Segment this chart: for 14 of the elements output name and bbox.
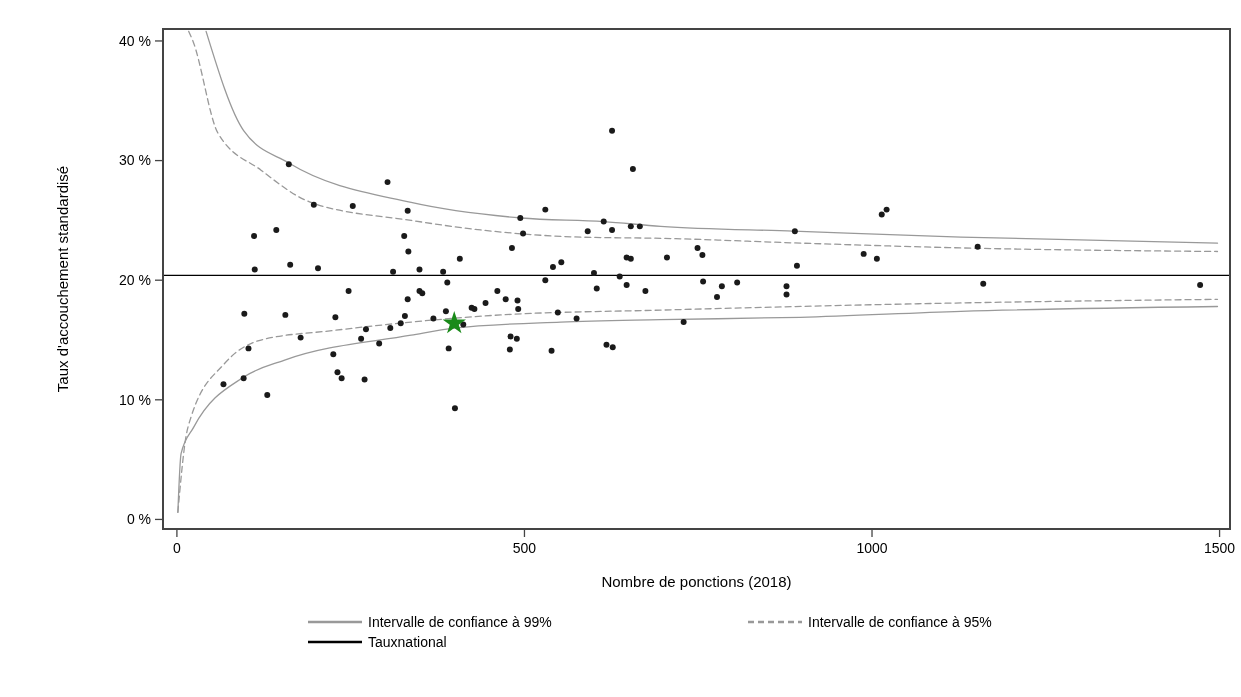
y-tick-label: 40 % [119,32,151,49]
legend-label: Intervalle de confiance à 99% [368,614,552,630]
x-tick-label: 1000 [856,540,888,556]
y-tick-label: 0 % [126,511,151,528]
x-tick-label: 1500 [1204,540,1236,556]
y-axis-title: Taux d'accouchement standardisé [54,165,71,393]
legend-label: Tauxnational [368,634,447,650]
y-tick-label: 10 % [119,391,151,408]
y-tick-label: 30 % [119,152,151,169]
y-tick-label: 20 % [119,272,151,289]
x-tick-label: 500 [512,540,537,556]
legend-label: Intervalle de confiance à 95% [808,614,992,630]
x-axis-title: Nombre de ponctions (2018) [601,573,792,590]
x-tick-label: 0 [173,540,181,556]
